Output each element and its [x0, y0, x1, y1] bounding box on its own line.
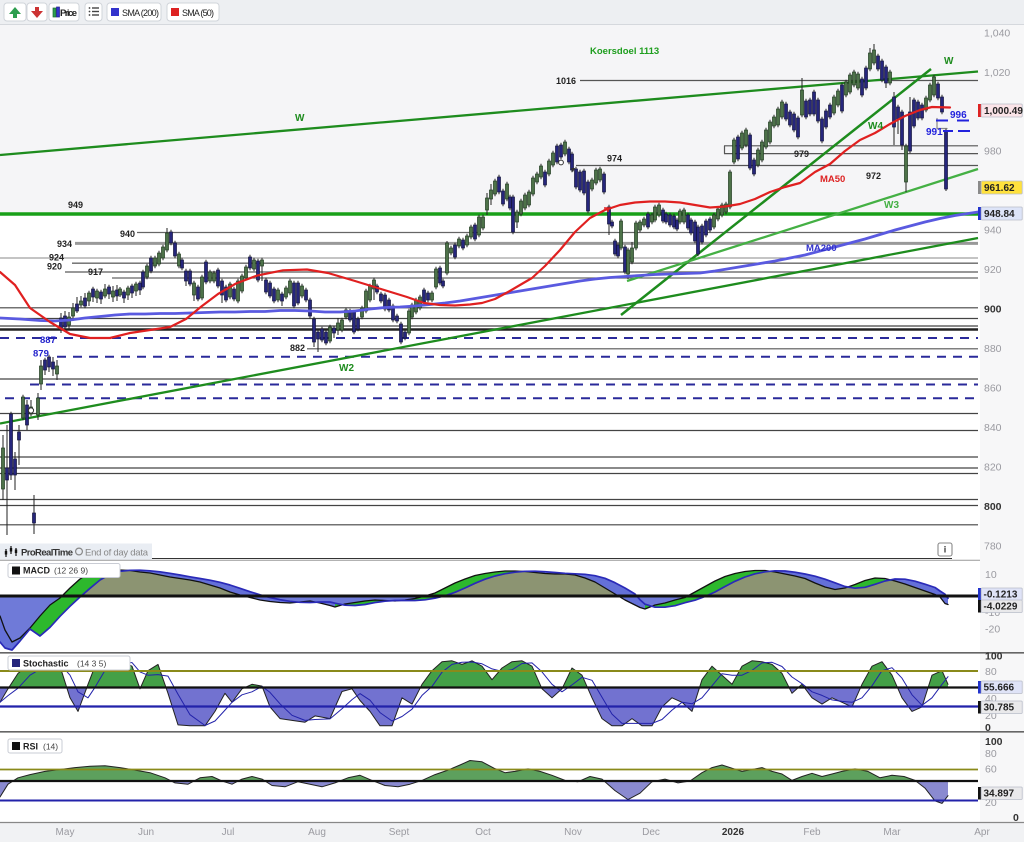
svg-text:-0.1213: -0.1213: [984, 590, 1018, 601]
svg-text:-4.0229: -4.0229: [984, 602, 1018, 613]
svg-text:W: W: [944, 56, 954, 67]
svg-text:Jul: Jul: [222, 827, 235, 838]
svg-text:887: 887: [40, 335, 56, 346]
svg-text:Koersdoel 1113: Koersdoel 1113: [590, 46, 659, 57]
svg-text:1,020: 1,020: [984, 67, 1010, 79]
svg-text:Apr: Apr: [974, 827, 990, 838]
svg-text:80: 80: [985, 666, 997, 678]
svg-text:924: 924: [49, 253, 64, 263]
svg-text:MACD: MACD: [23, 566, 50, 576]
svg-text:940: 940: [120, 229, 135, 239]
svg-text:W3: W3: [884, 200, 899, 211]
svg-text:920: 920: [984, 264, 1002, 276]
svg-text:55.666: 55.666: [984, 683, 1015, 694]
svg-text:20: 20: [985, 710, 997, 722]
svg-text:0: 0: [985, 722, 991, 734]
svg-text:961.62: 961.62: [984, 183, 1015, 194]
svg-text:-20: -20: [985, 624, 1000, 636]
svg-text:End of day data: End of day data: [85, 548, 149, 559]
svg-text:940: 940: [984, 225, 1002, 237]
svg-text:974: 974: [607, 154, 622, 164]
svg-text:900: 900: [984, 304, 1002, 316]
svg-text:ProRealTime: ProRealTime: [21, 548, 73, 559]
svg-text:SMA (200): SMA (200): [122, 8, 159, 18]
svg-text:(14): (14): [43, 742, 58, 752]
svg-text:60: 60: [985, 764, 997, 776]
svg-text:Jun: Jun: [138, 827, 154, 838]
svg-text:1,040: 1,040: [984, 28, 1010, 40]
svg-text:820: 820: [984, 462, 1002, 474]
svg-text:934: 934: [57, 239, 72, 249]
svg-text:i: i: [944, 545, 947, 555]
svg-text:882: 882: [290, 343, 305, 353]
svg-text:979: 979: [794, 149, 809, 159]
svg-text:80: 80: [985, 748, 997, 760]
svg-text:991: 991: [926, 127, 943, 138]
svg-text:100: 100: [985, 651, 1003, 663]
svg-text:Price: Price: [60, 8, 77, 19]
svg-text:0: 0: [1013, 812, 1019, 824]
svg-text:10: 10: [985, 569, 997, 581]
svg-text:2026: 2026: [722, 827, 745, 838]
svg-text:100: 100: [985, 736, 1003, 748]
svg-text:(14 3 5): (14 3 5): [77, 659, 106, 669]
svg-text:(12 26 9): (12 26 9): [54, 566, 88, 576]
svg-text:860: 860: [984, 383, 1002, 395]
svg-text:Sept: Sept: [389, 827, 410, 838]
svg-text:34.897: 34.897: [984, 789, 1015, 800]
svg-text:W4: W4: [868, 121, 883, 132]
svg-text:920: 920: [47, 262, 62, 272]
svg-text:SMA (50): SMA (50): [182, 8, 214, 18]
svg-text:MA200: MA200: [806, 243, 837, 254]
svg-text:W2: W2: [339, 363, 354, 374]
svg-text:1016: 1016: [556, 76, 576, 86]
svg-text:20: 20: [985, 797, 997, 809]
svg-text:1,000.49: 1,000.49: [984, 106, 1023, 117]
svg-text:879: 879: [33, 349, 49, 360]
svg-text:780: 780: [984, 541, 1002, 553]
svg-text:40: 40: [985, 693, 997, 705]
svg-text:May: May: [56, 827, 75, 838]
svg-text:996: 996: [950, 110, 967, 121]
svg-text:Dec: Dec: [642, 827, 660, 838]
svg-text:30.785: 30.785: [984, 703, 1015, 714]
svg-text:980: 980: [984, 146, 1002, 158]
svg-text:917: 917: [88, 267, 103, 277]
svg-text:949: 949: [68, 200, 83, 210]
svg-text:840: 840: [984, 422, 1002, 434]
svg-text:972: 972: [866, 171, 881, 181]
svg-text:W: W: [295, 113, 305, 124]
svg-text:Stochastic: Stochastic: [23, 659, 69, 669]
svg-text:948.84: 948.84: [984, 209, 1015, 220]
svg-text:Nov: Nov: [564, 827, 582, 838]
svg-text:RSI: RSI: [23, 742, 38, 752]
svg-text:880: 880: [984, 343, 1002, 355]
svg-text:Feb: Feb: [803, 827, 821, 838]
svg-text:MA50: MA50: [820, 174, 845, 185]
svg-text:Aug: Aug: [308, 827, 326, 838]
svg-text:Mar: Mar: [883, 827, 901, 838]
svg-text:Oct: Oct: [475, 827, 491, 838]
svg-text:800: 800: [984, 501, 1002, 513]
